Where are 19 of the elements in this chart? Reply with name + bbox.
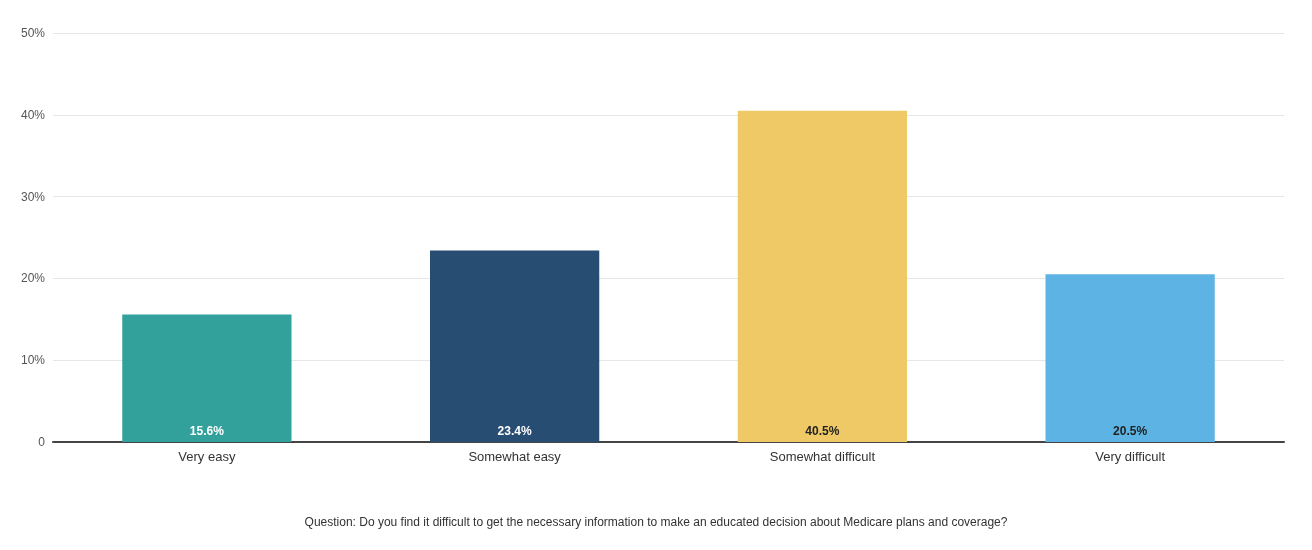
y-tick-label: 0	[38, 435, 46, 449]
bar	[429, 250, 600, 442]
y-tick-label: 20%	[20, 271, 46, 286]
data-label: 20.5%	[1113, 424, 1148, 438]
x-tick-label: Somewhat difficult	[769, 449, 876, 464]
data-label: 15.6%	[189, 424, 225, 438]
y-tick-label: 40%	[20, 107, 46, 122]
y-tick-label: 30%	[20, 189, 46, 204]
text: Question: Do you find it difficult to get the necessary information to make an educated decision about Medicare plans and coverage?	[304, 515, 1008, 529]
x-tick-label: Very difficult	[1095, 449, 1166, 464]
x-tick-label: Somewhat easy	[468, 449, 562, 464]
y-tick-label: 10%	[20, 353, 46, 368]
x-tick-label: Very easy	[178, 449, 236, 464]
bar	[1045, 274, 1215, 442]
data-label: 23.4%	[497, 424, 532, 438]
bar	[122, 314, 292, 442]
data-label: 40.5%	[805, 424, 840, 438]
bar	[737, 110, 908, 442]
y-tick-label: 50%	[20, 26, 46, 40]
